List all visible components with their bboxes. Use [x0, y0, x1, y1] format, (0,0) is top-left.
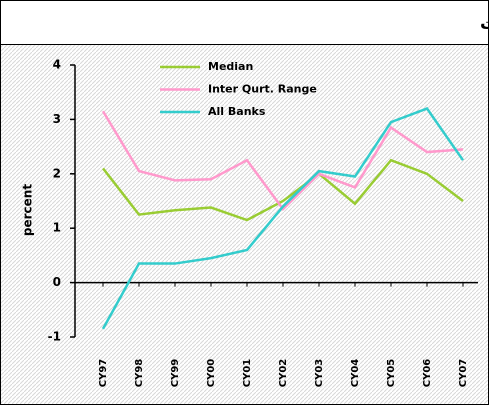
title-box — [0, 0, 489, 45]
x-tick-label: CY03 — [314, 359, 325, 388]
y-tick-label: -1 — [48, 330, 61, 344]
chart-title: شکل 8:اثاثوں پر قبل از ٹیکس منافع کے رجح… — [480, 14, 489, 34]
y-tick-label: 1 — [53, 221, 61, 235]
y-tick-label: 0 — [53, 275, 61, 289]
x-tick-label: CY01 — [242, 359, 253, 388]
x-tick-label: CY02 — [278, 359, 289, 388]
x-tick-label: CY04 — [350, 359, 361, 388]
series-line — [102, 158, 464, 222]
legend-label: Median — [208, 60, 253, 73]
y-tick-label: 3 — [53, 112, 61, 126]
x-tick-label: CY99 — [170, 359, 181, 388]
legend-label: All Banks — [208, 105, 266, 118]
series-line — [101, 110, 464, 212]
y-axis-label: percent — [21, 184, 35, 236]
x-tick-label: CY06 — [422, 359, 433, 388]
x-tick-label: CY05 — [386, 359, 397, 388]
y-tick-label: 4 — [53, 58, 61, 72]
x-tick-label: CY00 — [206, 359, 217, 388]
y-tick-label: 2 — [53, 166, 61, 180]
x-tick-label: CY98 — [134, 359, 145, 388]
x-tick-label: CY07 — [458, 359, 469, 388]
x-tick-label: CY97 — [98, 359, 109, 388]
legend-label: Inter Qurt. Range — [208, 83, 317, 96]
series-line — [101, 107, 465, 330]
